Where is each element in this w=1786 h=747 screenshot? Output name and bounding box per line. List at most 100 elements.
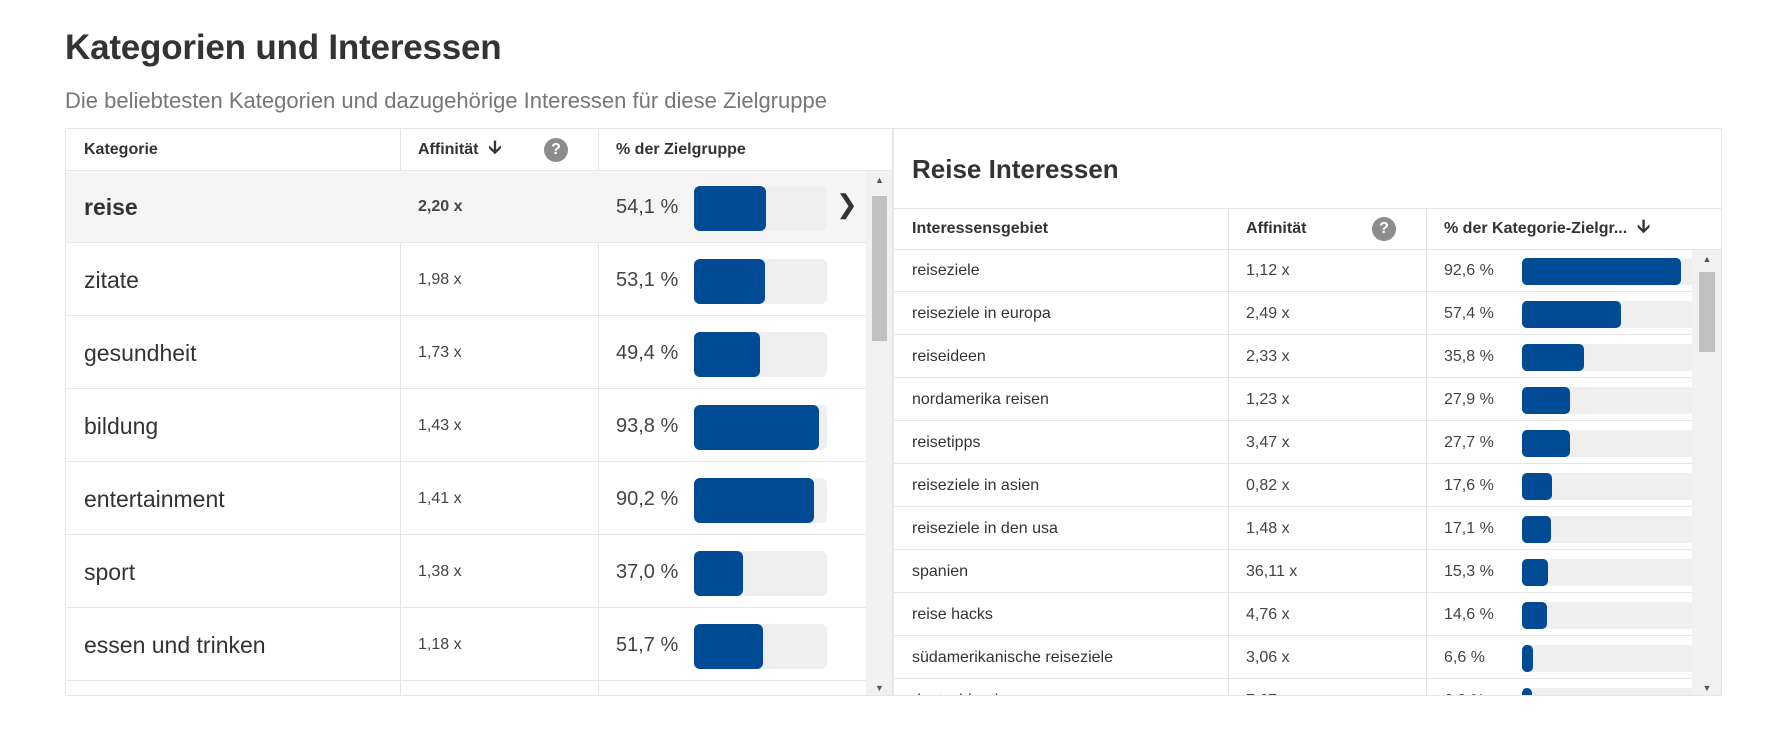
category-affinity: 1,41 x [418,490,462,507]
column-header-category-audience[interactable]: % der Kategorie-Zielgr... 🡫 [1444,209,1650,249]
interest-percent: 27,7 % [1444,434,1494,451]
interest-bar [1522,559,1548,586]
interest-name: reiseziele in den usa [912,520,1058,537]
interest-name: reiseziele in asien [912,477,1040,494]
category-affinity: 1,38 x [418,563,462,580]
interest-bar-track [1522,301,1694,328]
interest-name: reiseziele [912,262,980,279]
interest-affinity: 3,47 x [1246,434,1290,451]
interest-percent: 15,3 % [1444,563,1494,580]
affinity-help[interactable]: ? [544,129,568,171]
table-row[interactable]: spanien 36,11 x 15,3 % [894,551,1694,593]
audience-bar-track [694,551,827,596]
category-percent: 51,7 % [616,633,679,656]
interest-scrollbar[interactable]: ▲ ▼ [1692,250,1721,695]
table-row[interactable]: entertainment 1,41 x 90,2 % [66,463,866,535]
table-row[interactable]: deutschland 7,67 x 6,0 % [894,680,1694,695]
interest-name: südamerikanische reiseziele [912,649,1113,666]
page-title: Kategorien und Interessen [65,28,502,67]
column-header-category[interactable]: Kategorie [84,141,158,158]
table-row[interactable] [66,682,866,695]
table-row[interactable]: reiseziele 1,12 x 92,6 % [894,250,1694,292]
table-row[interactable]: nordamerika reisen 1,23 x 27,9 % [894,379,1694,421]
interest-affinity-help[interactable]: ? [1372,209,1396,249]
category-affinity: 1,43 x [418,417,462,434]
category-affinity: 2,20 x [418,198,463,215]
interest-percent: 14,6 % [1444,606,1494,623]
scroll-up-icon[interactable]: ▲ [1702,254,1712,264]
interest-affinity: 2,33 x [1246,348,1290,365]
category-percent: 37,0 % [616,560,679,583]
interest-bar-track [1522,645,1694,672]
table-row[interactable]: reise 2,20 x 54,1 % ❯ [66,171,866,243]
interest-affinity: 3,06 x [1246,649,1290,666]
interest-percent: 17,1 % [1444,520,1494,537]
scroll-down-icon[interactable]: ▼ [1702,683,1712,693]
scrollbar-thumb[interactable] [1699,272,1715,352]
table-row[interactable]: sport 1,38 x 37,0 % [66,536,866,608]
category-percent: 93,8 % [616,414,679,437]
scroll-down-icon[interactable]: ▼ [875,683,884,693]
column-header-interest-affinity[interactable]: Affinität [1246,220,1307,237]
interest-name: reisetipps [912,434,981,451]
table-row[interactable]: bildung 1,43 x 93,8 % [66,390,866,462]
interest-bar-track [1522,516,1694,543]
table-row[interactable]: reisetipps 3,47 x 27,7 % [894,422,1694,464]
category-name: reise [84,193,138,220]
interest-percent: 6,0 % [1444,680,1485,695]
interest-bar [1522,344,1584,371]
sort-desc-icon[interactable]: 🡫 [1637,216,1651,236]
interest-bar [1522,387,1570,414]
category-table: Kategorie Affinität 🡫 ? % der Zielgruppe… [65,128,893,696]
interest-name: spanien [912,563,969,580]
audience-bar [694,405,819,450]
table-row[interactable]: reiseideen 2,33 x 35,8 % [894,336,1694,378]
interest-affinity: 1,12 x [1246,262,1290,279]
audience-bar [694,332,760,377]
interest-bar-track [1522,258,1694,285]
audience-bar-track [694,478,827,523]
audience-bar [694,624,763,669]
page-subtitle: Die beliebtesten Kategorien und dazugehö… [65,88,827,113]
table-row[interactable]: reiseziele in europa 2,49 x 57,4 % [894,293,1694,335]
interest-bar [1522,602,1547,629]
scrollbar-thumb[interactable] [872,196,887,341]
table-row[interactable]: reise hacks 4,76 x 14,6 % [894,594,1694,636]
category-name: gesundheit [84,339,197,366]
audience-bar-track [694,332,827,377]
table-row[interactable]: zitate 1,98 x 53,1 % [66,244,866,316]
category-name: zitate [84,266,139,293]
column-header-affinity-label: Affinität [418,141,479,158]
interest-bar [1522,516,1551,543]
column-header-interest[interactable]: Interessensgebiet [912,220,1049,237]
interest-panel: Reise Interessen Interessensgebiet Affin… [893,128,1722,696]
interest-name: reiseideen [912,348,986,365]
category-scrollbar[interactable]: ▲ ▼ [866,171,892,695]
category-affinity: 1,18 x [418,636,462,653]
table-row[interactable]: reiseziele in den usa 1,48 x 17,1 % [894,508,1694,550]
table-row[interactable]: südamerikanische reiseziele 3,06 x 6,6 % [894,637,1694,679]
table-row[interactable]: gesundheit 1,73 x 49,4 % [66,317,866,389]
help-icon[interactable]: ? [1372,217,1396,241]
sort-desc-icon[interactable]: 🡫 [488,137,502,157]
interest-bar [1522,301,1621,328]
interest-percent: 27,9 % [1444,391,1494,408]
interest-percent: 6,6 % [1444,649,1485,666]
scroll-up-icon[interactable]: ▲ [875,175,884,185]
help-icon[interactable]: ? [544,138,568,162]
category-table-header: Kategorie Affinität 🡫 ? % der Zielgruppe [66,129,892,171]
category-percent: 53,1 % [616,268,679,291]
interest-name: reiseziele in europa [912,305,1051,322]
column-header-category-audience-label: % der Kategorie-Zielgr... [1444,220,1628,237]
interest-bar-track [1522,387,1694,414]
column-header-audience[interactable]: % der Zielgruppe [616,141,746,158]
interest-bar-track [1522,473,1694,500]
table-row[interactable]: essen und trinken 1,18 x 51,7 % [66,609,866,681]
chevron-right-icon[interactable]: ❯ [836,189,858,219]
column-header-affinity[interactable]: Affinität 🡫 [418,129,501,171]
table-row[interactable]: reiseziele in asien 0,82 x 17,6 % [894,465,1694,507]
interest-bar-track [1522,688,1694,695]
interest-bar-track [1522,430,1694,457]
audience-bar-track [694,624,827,669]
category-name: essen und trinken [84,631,266,658]
